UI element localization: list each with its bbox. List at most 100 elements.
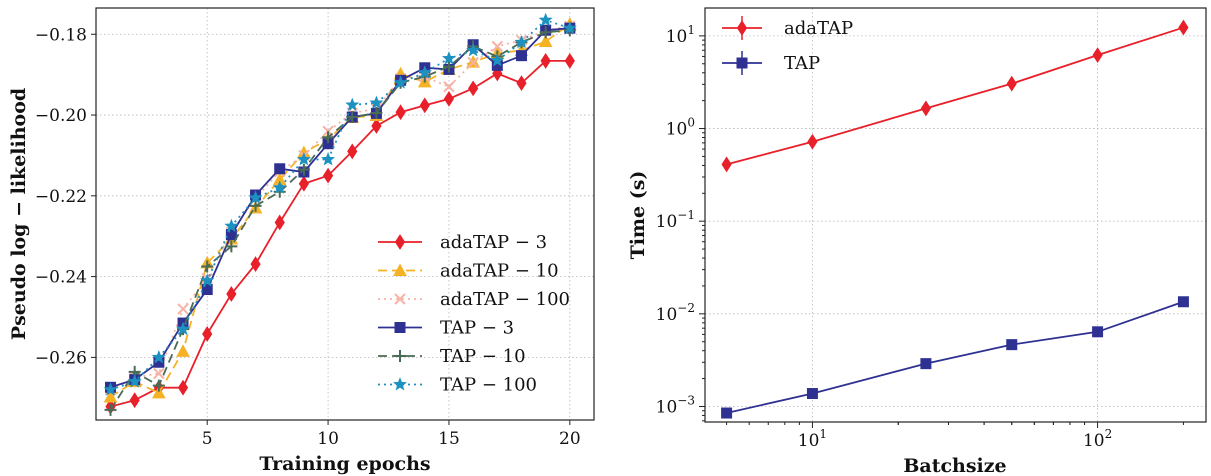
left-legend-label: TAP − 3 [440, 318, 514, 339]
right-legend-entry: TAP [722, 51, 820, 75]
right-series-line [726, 26, 1184, 166]
left-data-point [467, 56, 479, 69]
right-legend-entry: adaTAP [722, 16, 853, 40]
left-legend-entry: adaTAP − 3 [378, 232, 547, 253]
left-data-point [274, 163, 286, 175]
left-data-point [539, 26, 552, 39]
left-data-point [225, 229, 237, 241]
left-x-tick-label: 15 [438, 429, 460, 449]
right-ticks: 101 102 10−3 10−2 10−1 100 101 [656, 23, 1184, 451]
left-legend-label: adaTAP − 3 [440, 232, 547, 253]
right-series-group [721, 19, 1189, 419]
left-legend-marker [394, 350, 406, 362]
left-legend-entry: adaTAP − 10 [378, 261, 559, 282]
left-data-point [248, 190, 263, 204]
left-data-point [395, 104, 406, 121]
left-data-point [274, 214, 285, 231]
left-data-point [346, 111, 359, 124]
left-data-point [296, 152, 311, 166]
left-y-tick-label: −0.24 [35, 268, 87, 288]
left-legend-label: adaTAP − 100 [440, 289, 570, 310]
left-x-axis-label: Training epochs [259, 453, 430, 475]
left-data-point [442, 60, 455, 73]
left-data-point [226, 286, 237, 302]
right-legend-marker [736, 20, 748, 36]
left-legend-marker [394, 234, 406, 250]
left-legend-marker [392, 377, 408, 391]
left-legend-label: TAP − 100 [440, 375, 537, 396]
right-data-point [920, 100, 931, 117]
right-data-point [920, 358, 932, 370]
left-ticks: 5 10 15 20 −0.26 −0.24 −0.22 −0.20 −0.18 [35, 25, 581, 449]
left-data-point [466, 43, 481, 57]
left-legend-marker [394, 322, 406, 333]
left-series-line [110, 23, 571, 398]
right-legend-marker [736, 57, 748, 69]
right-data-point [807, 133, 818, 150]
left-data-point [419, 97, 430, 114]
right-data-point [721, 156, 732, 173]
left-data-point [103, 382, 118, 396]
right-data-point [1092, 326, 1104, 338]
left-data-point [103, 389, 118, 403]
left-data-point [225, 240, 238, 253]
left-legend-entry: TAP − 100 [378, 375, 537, 396]
right-legend-label: TAP [784, 53, 820, 74]
right-data-point [1178, 19, 1189, 36]
left-data-point [272, 180, 287, 194]
left-data-point [177, 303, 189, 315]
left-legend-marker [394, 293, 406, 305]
left-data-point [468, 80, 479, 97]
left-legend-label: adaTAP − 10 [440, 261, 559, 282]
right-plot-frame [704, 7, 1207, 423]
left-data-point [347, 143, 358, 160]
left-data-point [127, 374, 142, 388]
right-series-adatap [721, 19, 1189, 173]
left-data-point [224, 218, 239, 233]
left-data-point [298, 175, 309, 192]
right-y-tick-label: 10−3 [656, 393, 695, 417]
left-y-axis-label: Pseudo log − likelihood [8, 88, 30, 340]
left-data-point [490, 53, 505, 67]
right-data-point [1092, 47, 1103, 64]
right-x-tick-label: 101 [798, 427, 827, 451]
left-data-point [297, 163, 310, 176]
left-x-tick-label: 20 [559, 429, 581, 449]
left-data-point [152, 379, 165, 392]
left-data-point [441, 51, 456, 65]
left-data-point [393, 75, 408, 89]
left-data-point [538, 34, 553, 48]
left-data-point [371, 118, 382, 134]
right-series-line [726, 300, 1184, 414]
left-data-point [443, 81, 455, 93]
left-grid [96, 8, 594, 420]
left-y-tick-label: −0.20 [35, 106, 87, 126]
left-data-point [564, 52, 575, 69]
left-y-tick-label: −0.18 [35, 25, 87, 45]
right-y-tick-label: 10−2 [656, 301, 695, 325]
left-data-point [321, 152, 336, 166]
left-data-point [177, 379, 189, 396]
left-data-point [515, 50, 527, 62]
right-data-point [1177, 296, 1189, 308]
left-data-point [516, 75, 527, 92]
left-series-group [103, 12, 577, 416]
left-legend-entry: TAP − 3 [378, 318, 514, 339]
left-legend-label: TAP − 10 [440, 346, 526, 367]
right-y-tick-label: 100 [666, 116, 695, 140]
left-data-point [176, 344, 190, 357]
right-legend: adaTAP TAP [722, 16, 853, 75]
left-chart: 5 10 15 20 −0.26 −0.24 −0.22 −0.20 −0.18 Trainin… [8, 7, 595, 475]
left-x-tick-label: 10 [317, 429, 339, 449]
right-y-tick-label: 10−1 [656, 208, 695, 232]
left-legend-entry: TAP − 10 [378, 346, 526, 367]
left-data-point [176, 321, 191, 336]
left-data-point [152, 385, 166, 399]
left-data-point [200, 273, 215, 287]
left-y-tick-label: −0.22 [35, 187, 87, 207]
left-data-point [202, 326, 213, 342]
left-data-point [201, 260, 214, 273]
left-x-tick-label: 5 [202, 429, 213, 449]
left-series-line [109, 29, 570, 411]
